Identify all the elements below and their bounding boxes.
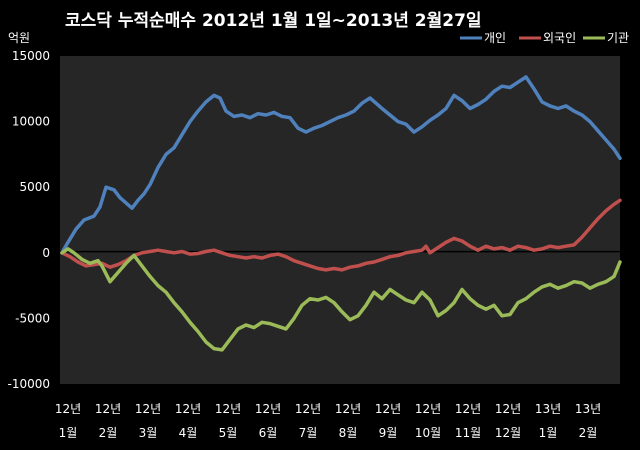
x-tick-year-label: 12년	[135, 402, 161, 416]
x-tick-year-label: 12년	[295, 402, 321, 416]
x-tick-year-label: 12년	[335, 402, 361, 416]
legend-label-2: 외국인	[543, 31, 576, 45]
x-tick-year-label: 12년	[455, 402, 481, 416]
x-tick-month-label: 5월	[219, 426, 238, 440]
x-tick-month-label: 10월	[415, 426, 441, 440]
y-tick-label: -5000	[15, 311, 50, 325]
y-tick-label: 5000	[19, 180, 50, 194]
x-tick-year-label: 12년	[415, 402, 441, 416]
x-tick-year-label: 12년	[95, 402, 121, 416]
x-tick-month-label: 7월	[299, 426, 318, 440]
series-line-2	[60, 198, 622, 272]
x-tick-month-label: 3월	[139, 426, 158, 440]
x-tick-month-label: 6월	[259, 426, 278, 440]
x-tick-month-label: 11월	[455, 426, 481, 440]
legend: 개인 외국인 기관	[460, 31, 629, 45]
x-tick-month-label: 9월	[379, 426, 398, 440]
series-line-1	[60, 75, 622, 255]
x-tick-month-label: 1월	[539, 426, 558, 440]
x-tick-month-label: 4월	[179, 426, 198, 440]
x-axis: 12년 1월 12년 2월 12년 3월 12년 4월 12년 5월 12년 6월 12년 7월 12년 8월…	[55, 402, 601, 440]
x-tick-year-label: 12년	[375, 402, 401, 416]
y-axis-unit: 억원	[8, 31, 30, 45]
x-tick-month-label: 1월	[59, 426, 78, 440]
x-tick-month-label: 2월	[99, 426, 118, 440]
x-tick-year-label: 12년	[55, 402, 81, 416]
chart-title: 코스닥 누적순매수 2012년 1월 1일~2013년 2월27일	[65, 11, 482, 31]
y-tick-label: 10000	[12, 115, 50, 129]
x-tick-year-label: 13년	[535, 402, 561, 416]
x-tick-month-label: 2월	[579, 426, 598, 440]
x-tick-year-label: 12년	[495, 402, 521, 416]
x-tick-month-label: 12월	[495, 426, 521, 440]
x-tick-month-label: 8월	[339, 426, 358, 440]
series-layer	[60, 75, 622, 352]
legend-label-1: 개인	[484, 31, 506, 45]
x-tick-year-label: 13년	[575, 402, 601, 416]
y-tick-label: 0	[42, 246, 50, 260]
x-tick-year-label: 12년	[215, 402, 241, 416]
x-tick-year-label: 12년	[255, 402, 281, 416]
y-axis: 15000 10000 5000 0 -5000 -10000	[7, 49, 50, 391]
y-tick-label: 15000	[12, 49, 50, 63]
y-tick-label: -10000	[7, 377, 50, 391]
plot-area	[60, 56, 620, 384]
legend-label-3: 기관	[607, 31, 629, 45]
x-tick-year-label: 12년	[175, 402, 201, 416]
series-line-3	[60, 247, 622, 352]
